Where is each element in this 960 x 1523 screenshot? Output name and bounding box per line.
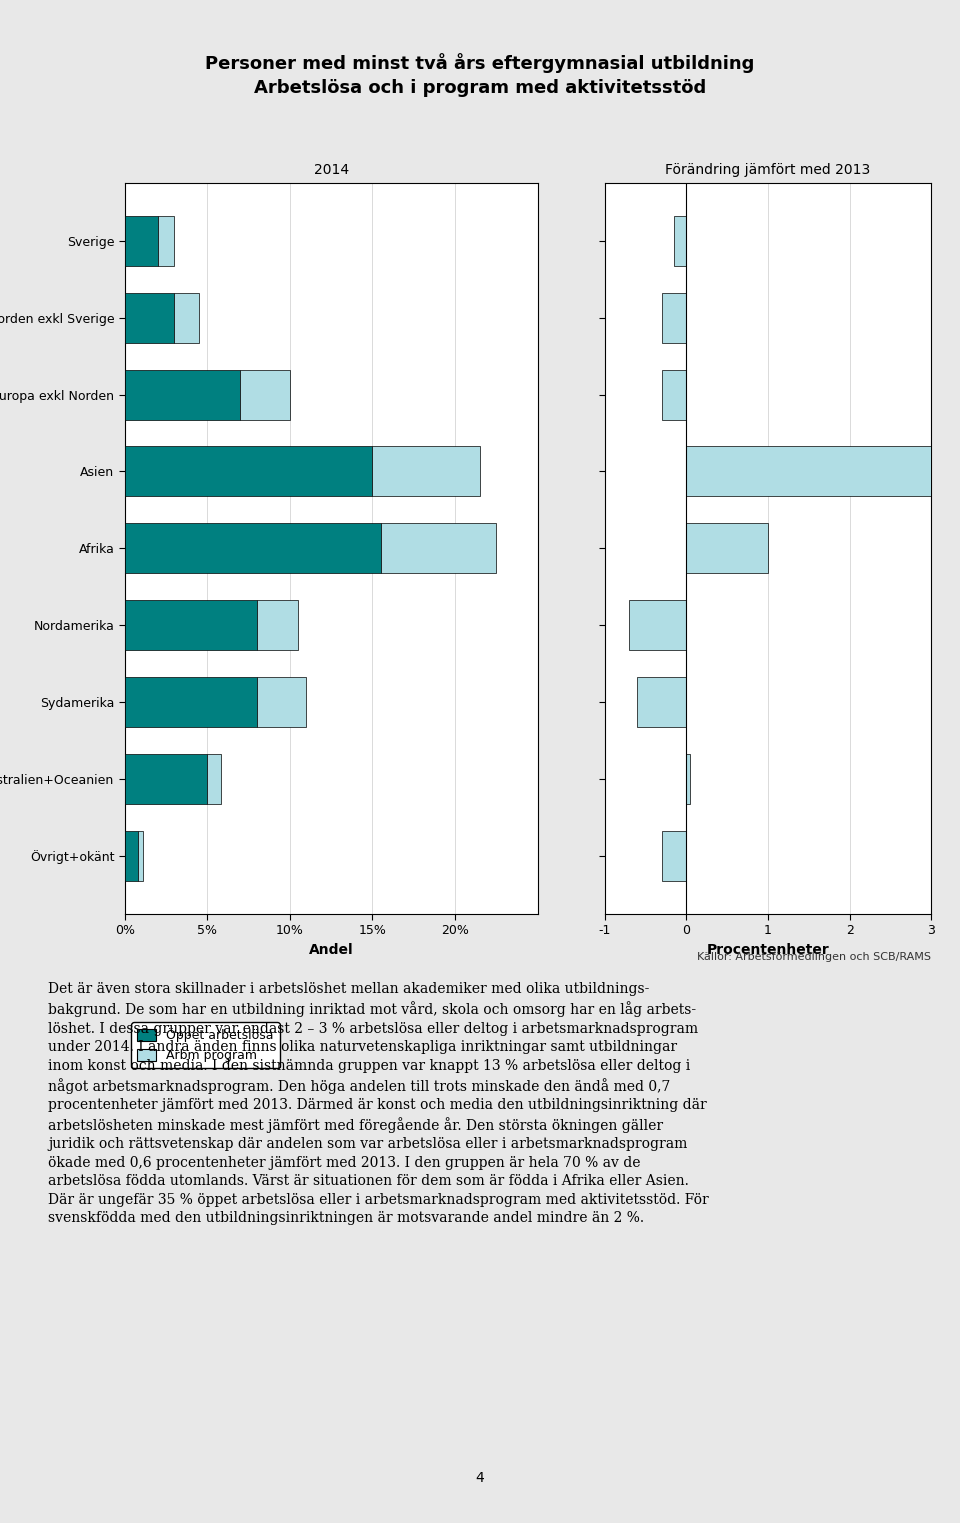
Bar — [372, 446, 480, 496]
Bar — [257, 676, 306, 726]
Bar — [125, 216, 157, 267]
Text: Källor: Arbetsförmedlingen och SCB/RAMS: Källor: Arbetsförmedlingen och SCB/RAMS — [697, 952, 931, 963]
Bar — [125, 676, 257, 726]
Bar — [257, 600, 299, 650]
Bar — [125, 830, 138, 880]
Bar — [157, 216, 175, 267]
Bar — [662, 370, 686, 420]
Text: Arbetslösa och i program med aktivitetsstöd: Arbetslösa och i program med aktivitetss… — [253, 79, 707, 97]
Bar — [125, 292, 175, 343]
Text: Personer med minst två års eftergymnasial utbildning: Personer med minst två års eftergymnasia… — [205, 53, 755, 73]
Bar — [381, 524, 496, 573]
Bar — [674, 216, 686, 267]
Bar — [125, 754, 207, 804]
Title: 2014: 2014 — [314, 163, 348, 177]
Bar — [630, 600, 686, 650]
Text: 4: 4 — [475, 1471, 485, 1485]
Text: Det är även stora skillnader i arbetslöshet mellan akademiker med olika utbildni: Det är även stora skillnader i arbetslös… — [48, 982, 708, 1224]
X-axis label: Procentenheter: Procentenheter — [707, 943, 829, 956]
Bar — [686, 754, 690, 804]
Bar — [138, 830, 143, 880]
Title: Förändring jämfört med 2013: Förändring jämfört med 2013 — [665, 163, 871, 177]
Bar — [686, 524, 768, 573]
X-axis label: Andel: Andel — [309, 943, 353, 956]
Bar — [637, 676, 686, 726]
Bar — [662, 292, 686, 343]
Bar — [125, 370, 240, 420]
Bar — [207, 754, 221, 804]
Bar — [240, 370, 290, 420]
Bar — [662, 830, 686, 880]
Bar — [686, 446, 931, 496]
Bar — [125, 524, 381, 573]
Bar — [175, 292, 199, 343]
Bar — [125, 446, 372, 496]
Bar — [125, 600, 257, 650]
Legend: Öppet arbetslösa, Arbm program: Öppet arbetslösa, Arbm program — [132, 1022, 279, 1068]
